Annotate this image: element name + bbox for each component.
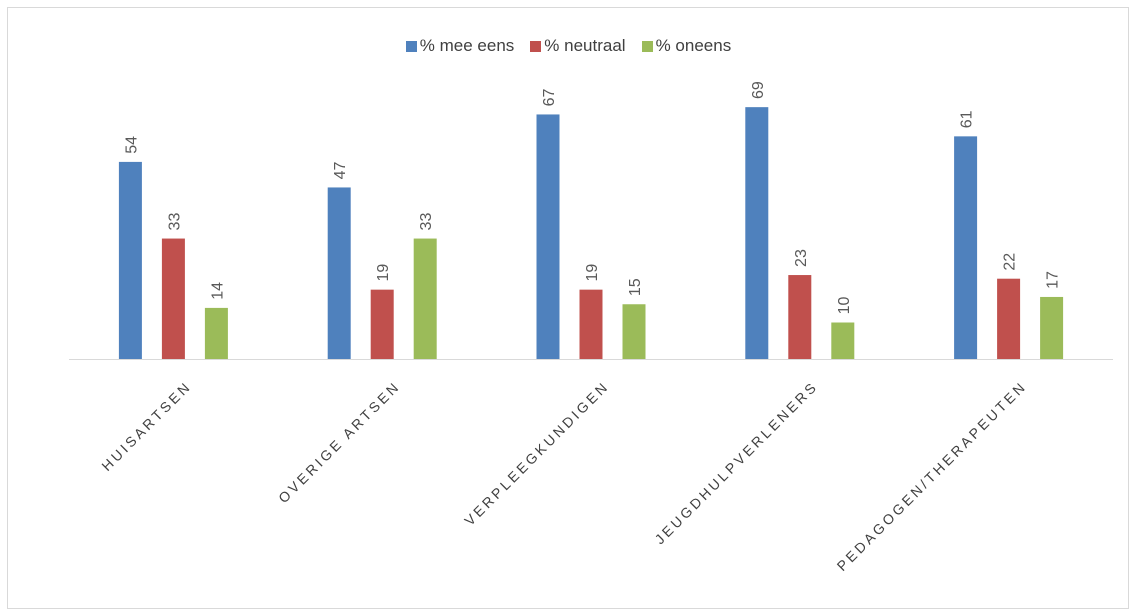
category-label-overige-artsen: OVERIGE ARTSEN (275, 378, 403, 506)
bar-overige-artsen-oneens (413, 238, 437, 359)
data-label-huisartsen-oneens: 14 (209, 282, 226, 300)
bar-pedagogen-therapeuten-oneens (1040, 296, 1064, 359)
bar-huisartsen-neutraal (161, 238, 185, 359)
bar-huisartsen-oneens (204, 307, 228, 359)
legend-label-oneens: % oneens (655, 36, 732, 55)
data-label-overige-artsen-oneens: 33 (418, 213, 435, 231)
legend-swatch-oneens (641, 40, 653, 52)
legend-label-mee-eens: % mee eens (419, 36, 515, 55)
bar-pedagogen-therapeuten-neutraal (997, 278, 1021, 359)
bar-pedagogen-therapeuten-mee-eens (954, 136, 978, 359)
bar-jeugdhulpverleners-oneens (831, 322, 855, 359)
data-label-verpleegkundigen-neutraal: 19 (584, 264, 601, 282)
data-label-jeugdhulpverleners-neutraal: 23 (793, 249, 810, 267)
category-label-verpleegkundigen: VERPLEEGKUNDIGEN (461, 378, 612, 529)
bar-verpleegkundigen-mee-eens (536, 114, 560, 359)
legend-item-neutraal: % neutraal (530, 36, 626, 56)
data-label-pedagogen-therapeuten-neutraal: 22 (1002, 253, 1019, 271)
data-label-jeugdhulpverleners-mee-eens: 69 (750, 81, 767, 99)
legend: % mee eens % neutraal % oneens (0, 36, 1137, 56)
data-label-pedagogen-therapeuten-mee-eens: 61 (959, 110, 976, 128)
bar-huisartsen-mee-eens (118, 161, 142, 359)
bars-group (118, 107, 1064, 360)
data-label-overige-artsen-neutraal: 19 (375, 264, 392, 282)
bar-jeugdhulpverleners-mee-eens (745, 107, 769, 360)
bar-overige-artsen-neutraal (370, 289, 394, 359)
data-label-verpleegkundigen-mee-eens: 67 (541, 88, 558, 106)
bar-overige-artsen-mee-eens (327, 187, 351, 359)
legend-swatch-neutraal (530, 40, 542, 52)
data-label-jeugdhulpverleners-oneens: 10 (836, 297, 853, 315)
category-label-jeugdhulpverleners: JEUGDHULPVERLENERS (651, 378, 820, 547)
data-labels-group: 54 33 14 47 19 33 67 19 15 69 23 10 61 22 17 (123, 81, 1061, 314)
data-label-overige-artsen-mee-eens: 47 (332, 161, 349, 179)
legend-label-neutraal: % neutraal (544, 36, 626, 55)
legend-swatch-mee-eens (405, 40, 417, 52)
legend-item-oneens: % oneens (641, 36, 732, 56)
legend-item-mee-eens: % mee eens (405, 36, 515, 56)
data-label-verpleegkundigen-oneens: 15 (627, 278, 644, 296)
category-label-pedagogen-therapeuten: PEDAGOGEN/THERAPEUTEN (834, 378, 1030, 574)
category-labels-group: HUISARTSEN OVERIGE ARTSEN VERPLEEGKUNDIGEN… (98, 378, 1029, 574)
bar-verpleegkundigen-neutraal (579, 289, 603, 359)
bar-verpleegkundigen-oneens (622, 304, 646, 359)
bar-jeugdhulpverleners-neutraal (788, 275, 812, 359)
data-label-huisartsen-neutraal: 33 (166, 213, 183, 231)
data-label-huisartsen-mee-eens: 54 (123, 136, 140, 154)
data-label-pedagogen-therapeuten-oneens: 17 (1045, 271, 1062, 289)
chart-frame (7, 7, 1129, 609)
category-label-huisartsen: HUISARTSEN (98, 378, 194, 474)
